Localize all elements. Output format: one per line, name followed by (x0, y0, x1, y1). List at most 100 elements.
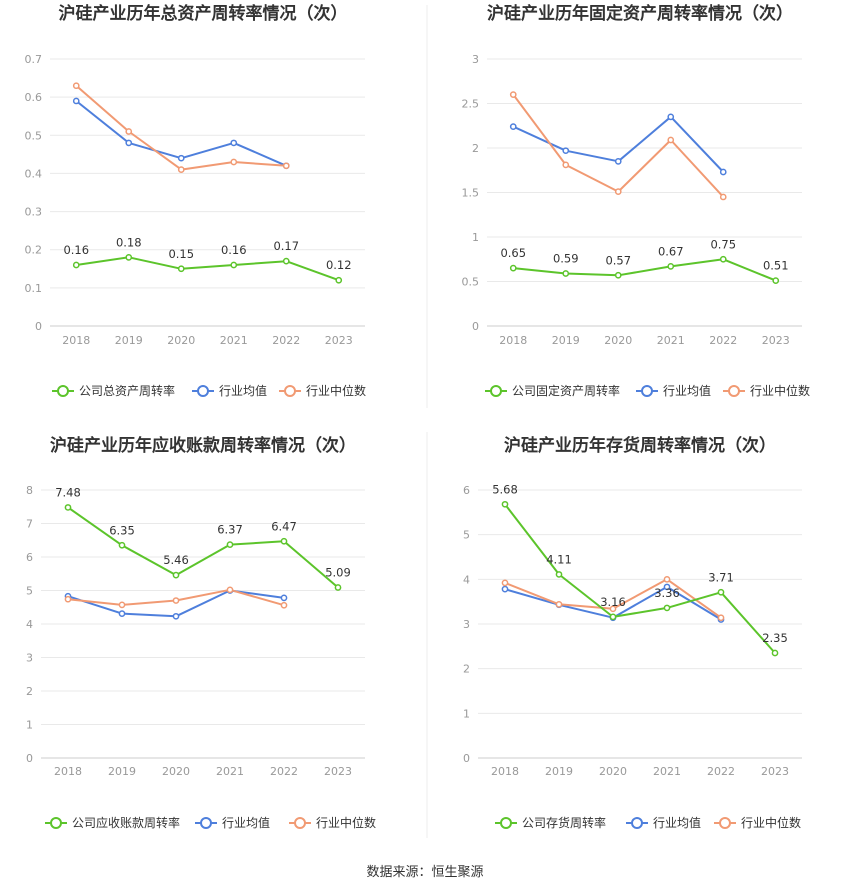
data-point (226, 541, 234, 548)
legend-label: 行业中位数 (741, 815, 801, 830)
data-point (501, 585, 509, 593)
chart-title: 沪硅产业历年应收账款周转率情况（次） (50, 435, 356, 456)
y-tick-label: 5 (26, 585, 33, 598)
y-tick-label: 6 (463, 484, 470, 497)
data-point (663, 583, 671, 591)
data-label: 0.16 (63, 243, 89, 257)
legend-label: 行业均值 (222, 815, 270, 830)
data-label: 0.16 (221, 243, 247, 257)
data-point (609, 613, 617, 621)
y-tick-label: 3 (26, 652, 33, 665)
data-point (667, 136, 675, 144)
legend-label: 公司存货周转率 (522, 815, 606, 830)
data-point (118, 610, 126, 617)
data-point (177, 154, 185, 162)
legend-marker (641, 385, 653, 397)
x-tick-label: 2023 (324, 765, 352, 778)
data-point (509, 91, 517, 98)
data-point (334, 584, 342, 591)
data-label: 0.65 (500, 246, 526, 260)
data-label: 0.75 (710, 237, 736, 251)
legend-marker (197, 385, 209, 397)
x-tick-label: 2020 (604, 334, 632, 347)
data-label: 0.17 (273, 239, 299, 253)
x-tick-label: 2020 (162, 765, 190, 778)
data-point (230, 261, 238, 269)
y-tick-label: 0.5 (25, 129, 43, 142)
y-tick-label: 0.1 (25, 282, 43, 295)
x-tick-label: 2021 (216, 765, 244, 778)
data-point (125, 253, 133, 261)
data-point (172, 597, 180, 604)
x-tick-label: 2020 (599, 765, 627, 778)
x-tick-label: 2020 (167, 334, 195, 347)
legend-marker (57, 385, 69, 397)
x-tick-label: 2022 (707, 765, 735, 778)
data-point (717, 614, 725, 622)
y-tick-label: 0 (463, 752, 470, 765)
x-tick-label: 2022 (272, 334, 300, 347)
y-tick-label: 0.6 (25, 91, 43, 104)
chart-title: 沪硅产业历年固定资产周转率情况（次） (487, 3, 793, 24)
data-point (562, 270, 570, 277)
data-point (562, 147, 570, 155)
data-point (719, 168, 727, 176)
data-label: 7.48 (55, 485, 81, 499)
data-point (719, 193, 727, 201)
y-tick-label: 0.3 (25, 206, 43, 219)
data-point (230, 139, 238, 147)
legend-label: 行业中位数 (316, 815, 376, 830)
x-tick-label: 2019 (108, 765, 136, 778)
data-label: 0.12 (326, 258, 352, 272)
y-tick-label: 8 (26, 484, 33, 497)
y-tick-label: 2 (472, 142, 479, 155)
legend-label: 行业均值 (663, 383, 711, 398)
series-line (512, 94, 725, 198)
x-tick-label: 2021 (657, 334, 685, 347)
y-tick-label: 2.5 (462, 98, 480, 111)
y-tick-label: 6 (26, 551, 33, 564)
y-tick-label: 2 (463, 663, 470, 676)
series-line (513, 258, 777, 282)
data-point (172, 571, 180, 579)
y-tick-label: 0.5 (462, 276, 480, 289)
data-label: 0.57 (605, 253, 631, 267)
chart-panel-1: 沪硅产业历年总资产周转率情况（次） 0 0.1 0.2 0.3 0.4 0.5 0.6 0.7 2… (25, 3, 367, 398)
data-point (555, 571, 563, 578)
data-point (282, 162, 290, 170)
legend-marker (728, 385, 740, 397)
source-note: 数据来源：恒生聚源 (366, 865, 483, 880)
data-label: 3.36 (654, 586, 680, 600)
data-label: 0.15 (168, 247, 194, 261)
data-point (667, 113, 675, 121)
y-tick-label: 0.7 (25, 53, 43, 66)
data-point (663, 604, 671, 612)
data-point (118, 541, 126, 549)
legend-marker (294, 817, 306, 829)
legend-label: 行业均值 (219, 383, 267, 398)
x-tick-label: 2018 (62, 334, 90, 347)
data-point (771, 649, 779, 657)
y-tick-label: 0 (35, 320, 42, 333)
data-point (717, 588, 725, 596)
data-label: 6.35 (109, 523, 135, 537)
data-label: 0.51 (763, 259, 789, 273)
y-tick-label: 0 (26, 752, 33, 765)
y-tick-label: 0.2 (25, 244, 43, 257)
y-tick-label: 0 (472, 320, 479, 333)
y-tick-label: 1 (463, 707, 470, 720)
legend-label: 公司应收账款周转率 (72, 815, 180, 830)
data-label: 4.11 (546, 552, 572, 566)
legend-marker (490, 385, 502, 397)
data-label: 2.35 (762, 631, 788, 645)
data-label: 6.37 (217, 523, 243, 537)
chart-panel-4: 沪硅产业历年存货周转率情况（次） 0 1 2 3 4 5 6 2018 2019 2020 2021 2… (463, 435, 802, 830)
data-point (72, 82, 80, 90)
legend-marker (200, 817, 212, 829)
x-tick-label: 2018 (499, 334, 527, 347)
data-point (501, 579, 509, 587)
legend-label: 行业中位数 (306, 383, 366, 398)
y-tick-label: 4 (26, 618, 33, 631)
